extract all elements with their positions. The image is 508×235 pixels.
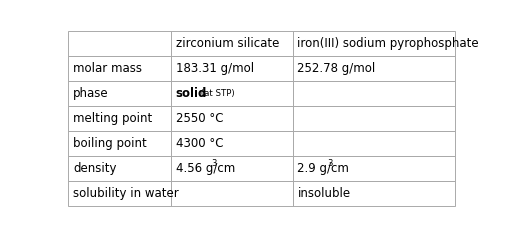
Bar xyxy=(68,181,171,206)
Bar xyxy=(68,56,171,81)
Text: phase: phase xyxy=(73,87,109,100)
Text: 183.31 g/mol: 183.31 g/mol xyxy=(175,62,253,75)
Bar xyxy=(293,81,455,106)
Text: 3: 3 xyxy=(327,159,333,168)
Text: (at STP): (at STP) xyxy=(198,89,235,98)
Bar xyxy=(68,81,171,106)
Bar xyxy=(171,181,293,206)
Bar xyxy=(171,81,293,106)
Text: molar mass: molar mass xyxy=(73,62,142,75)
Text: zirconium silicate: zirconium silicate xyxy=(175,37,279,50)
Bar xyxy=(293,106,455,131)
Bar xyxy=(171,157,293,181)
Bar xyxy=(68,106,171,131)
Text: density: density xyxy=(73,162,116,175)
Bar xyxy=(68,157,171,181)
Bar xyxy=(293,181,455,206)
Text: boiling point: boiling point xyxy=(73,137,147,150)
Bar xyxy=(293,131,455,157)
Text: 2550 °C: 2550 °C xyxy=(175,112,223,125)
Bar xyxy=(293,157,455,181)
Text: iron(III) sodium pyrophosphate: iron(III) sodium pyrophosphate xyxy=(297,37,479,50)
Text: 2.9 g/cm: 2.9 g/cm xyxy=(297,162,350,175)
Text: solubility in water: solubility in water xyxy=(73,188,179,200)
Text: 4.56 g/cm: 4.56 g/cm xyxy=(175,162,235,175)
Text: solid: solid xyxy=(175,87,207,100)
Text: insoluble: insoluble xyxy=(297,188,351,200)
Text: 4300 °C: 4300 °C xyxy=(175,137,223,150)
Bar xyxy=(171,31,293,56)
Text: 252.78 g/mol: 252.78 g/mol xyxy=(297,62,375,75)
Bar xyxy=(293,31,455,56)
Bar xyxy=(171,131,293,157)
Bar xyxy=(171,106,293,131)
Bar xyxy=(171,56,293,81)
Bar xyxy=(68,31,171,56)
Bar xyxy=(293,56,455,81)
Text: melting point: melting point xyxy=(73,112,152,125)
Bar xyxy=(68,131,171,157)
Text: 3: 3 xyxy=(212,159,217,168)
